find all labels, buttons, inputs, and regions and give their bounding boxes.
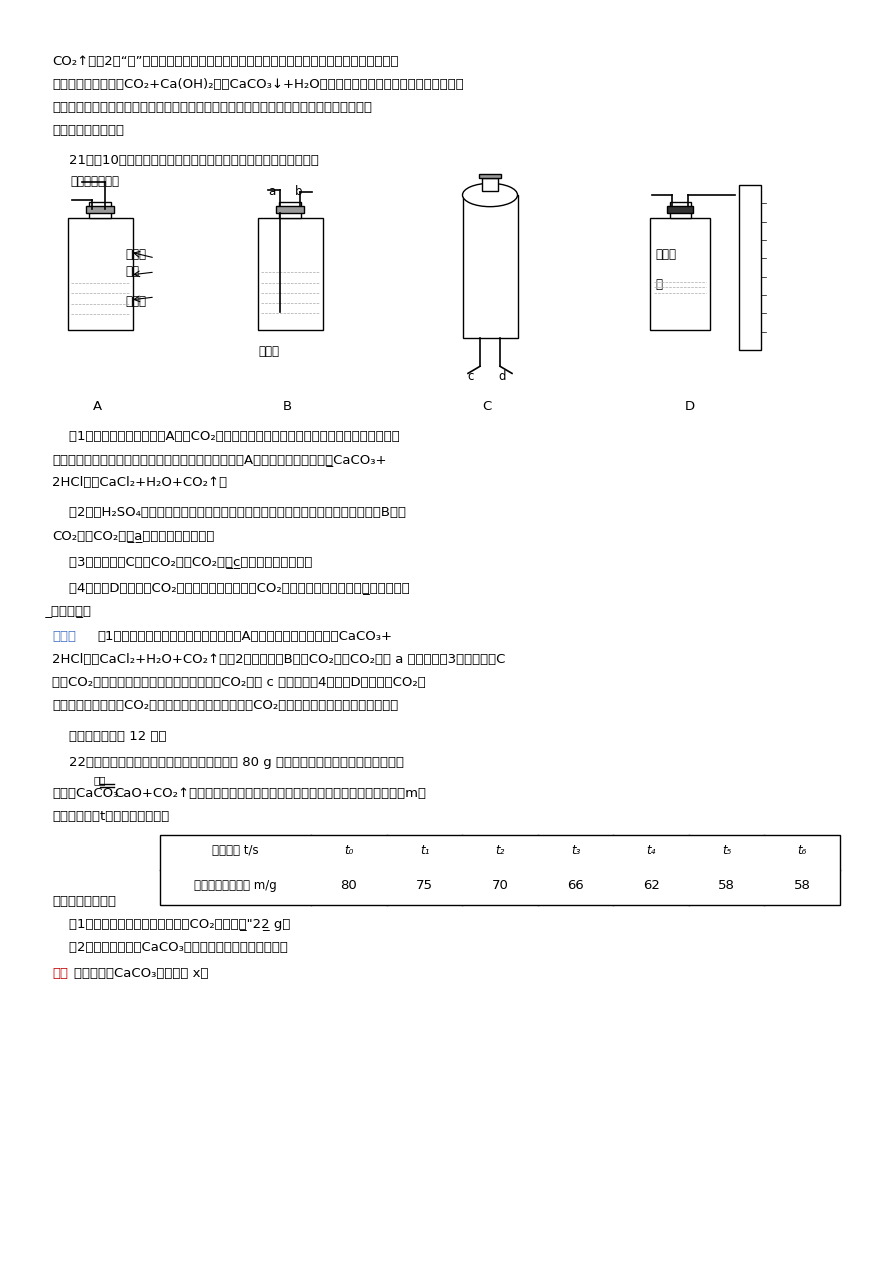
Bar: [68, 218, 133, 329]
Bar: [88, 202, 112, 218]
Bar: [739, 186, 761, 350]
Text: A: A: [93, 400, 102, 413]
Text: 反应后固体的质量 m/g: 反应后固体的质量 m/g: [194, 880, 277, 892]
Bar: [482, 178, 499, 191]
Text: 浓硫酸: 浓硫酸: [258, 345, 279, 358]
Text: 设样品中含CaCO₃的质量为 x。: 设样品中含CaCO₃的质量为 x。: [74, 967, 209, 981]
Text: （3）如用装置C收集CO₂，则CO₂应从̲c̲（填字母）端通入。: （3）如用装置C收集CO₂，则CO₂应从̲c̲（填字母）端通入。: [52, 555, 312, 568]
Text: t₀: t₀: [344, 844, 353, 857]
Text: 58: 58: [718, 880, 735, 892]
Bar: [667, 206, 693, 213]
Text: 收集CO₂，由于二氧化碳的密度比空气大，则CO₂应从 c 端通入。（4）装置D用于通入CO₂将: 收集CO₂，由于二氧化碳的密度比空气大，则CO₂应从 c 端通入。（4）装置D用…: [52, 676, 425, 689]
Text: 料瓶: 料瓶: [125, 265, 139, 278]
Bar: [70, 278, 131, 327]
Bar: [276, 206, 304, 213]
Text: 稀盐酸: 稀盐酸: [125, 295, 146, 308]
Text: 酸使得被紫色石蕊溶液浸湿的纸质小花变成红色；二氧化碳不燃烧，也不支持燃烧，因此能: 酸使得被紫色石蕊溶液浸湿的纸质小花变成红色；二氧化碳不燃烧，也不支持燃烧，因此能: [52, 101, 372, 114]
Text: 解：: 解：: [52, 967, 68, 981]
Text: CO₂↑。（2）“人”字管左端的大理石与稀盐酸反应产生二氧化碳，二氧化碳能使澄清石灰水: CO₂↑。（2）“人”字管左端的大理石与稀盐酸反应产生二氧化碳，二氧化碳能使澄清…: [52, 56, 399, 68]
Text: CaO+CO₂↑，杂质在鍟烧过程中不发生变化），测得反应后固体的质量（m）: CaO+CO₂↑，杂质在鍟烧过程中不发生变化），测得反应后固体的质量（m）: [114, 787, 426, 800]
Bar: [86, 206, 114, 213]
Text: ̲碳溶于水̲。: ̲碳溶于水̲。: [52, 604, 92, 617]
Text: 22．同学们从山上采集到一种石灰石，他们取 80 g 该样品进行鍟烧实验（反应的化学方: 22．同学们从山上采集到一种石灰石，他们取 80 g 该样品进行鍟烧实验（反应的…: [52, 756, 404, 769]
Text: t₆: t₆: [797, 844, 807, 857]
Text: （1）一位同学设计了装置A制取CO₂，该装置能通过上下移动穿过橡胶塞的粗铜丝来控制: （1）一位同学设计了装置A制取CO₂，该装置能通过上下移动穿过橡胶塞的粗铜丝来控…: [52, 430, 400, 443]
Text: （4）装置D用于通入CO₂将水压入量筒中以测量CO₂的体积，植物油的作用是̲防止二氧化: （4）装置D用于通入CO₂将水压入量筒中以测量CO₂的体积，植物油的作用是̲防止…: [52, 581, 409, 594]
Text: 与反应时间（t）的关系如下表：: 与反应时间（t）的关系如下表：: [52, 810, 169, 823]
Bar: [652, 299, 708, 327]
Bar: [278, 202, 301, 218]
Text: （2）求该石灰石中CaCO₃的质量分数，写出计算过程。: （2）求该石灰石中CaCO₃的质量分数，写出计算过程。: [52, 941, 288, 954]
Text: 四、计算题（共 12 分）: 四、计算题（共 12 分）: [52, 729, 167, 743]
Text: 2HCl＝＝CaCl₂+H₂O+CO₂↑。（2）如用装置B干燥CO₂，则CO₂应从 a 端通入。（3）如用装置C: 2HCl＝＝CaCl₂+H₂O+CO₂↑。（2）如用装置B干燥CO₂，则CO₂应…: [52, 652, 506, 666]
Text: （1）大理石碎片应放在有孔塑料瓶中；A中反应的化学方程式为：CaCO₃+: （1）大理石碎片应放在有孔塑料瓶中；A中反应的化学方程式为：CaCO₃+: [97, 630, 392, 644]
Bar: [160, 835, 840, 905]
Text: 反应的发生或停止。大理石碎片应放在有孔塑料瓶中，A中反应的化学方程式为̲CaCO₃+: 反应的发生或停止。大理石碎片应放在有孔塑料瓶中，A中反应的化学方程式为̲CaCO…: [52, 453, 386, 466]
Text: a: a: [268, 186, 276, 198]
Text: 反应时间 t/s: 反应时间 t/s: [212, 844, 259, 857]
Text: 水压入量筒中以测量CO₂的体积，植物油的作用是防止CO₂溶于水，从而使实验结果更精确。: 水压入量筒中以测量CO₂的体积，植物油的作用是防止CO₂溶于水，从而使实验结果更…: [52, 699, 398, 712]
Text: 62: 62: [642, 880, 659, 892]
Text: c: c: [467, 370, 474, 382]
Text: 有孔塑: 有孔塑: [125, 249, 146, 261]
Text: 2HCl＝＝CaCl₂+H₂O+CO₂↑。: 2HCl＝＝CaCl₂+H₂O+CO₂↑。: [52, 476, 227, 488]
Text: 解析：: 解析：: [52, 630, 76, 644]
Text: （2）浓H₂SO₄具有强烈的吸水性，可作为干燥剂除去某些气体中的水分，如用装置B干燥: （2）浓H₂SO₄具有强烈的吸水性，可作为干燥剂除去某些气体中的水分，如用装置B…: [52, 506, 406, 519]
Ellipse shape: [462, 183, 517, 207]
Text: d: d: [498, 370, 506, 382]
Bar: [260, 266, 321, 327]
Bar: [652, 271, 708, 299]
Text: 70: 70: [491, 880, 508, 892]
Text: 变浑浊，反应原理为CO₂+Ca(OH)₂＝＝CaCO₃↓+H₂O；二氧化碳与水反应生成碳酸，生成的碳: 变浑浊，反应原理为CO₂+Ca(OH)₂＝＝CaCO₃↓+H₂O；二氧化碳与水反…: [52, 78, 464, 91]
Text: 请回答下列问题：: 请回答下列问题：: [52, 895, 116, 907]
Text: 75: 75: [416, 880, 433, 892]
Text: t₂: t₂: [495, 844, 505, 857]
Text: 58: 58: [794, 880, 811, 892]
Text: b: b: [295, 186, 302, 198]
Bar: [462, 196, 517, 338]
Text: t₃: t₃: [571, 844, 580, 857]
Text: t₁: t₁: [420, 844, 429, 857]
Text: C: C: [483, 400, 491, 413]
Text: 能移动的粗铜丝: 能移动的粗铜丝: [70, 175, 119, 188]
Text: t₅: t₅: [722, 844, 731, 857]
Text: 21．（10分）同学们利用装修后剩下的大理石碎片进行相关实验。: 21．（10分）同学们利用装修后剩下的大理石碎片进行相关实验。: [52, 154, 318, 167]
Bar: [650, 218, 710, 329]
Text: 程式为CaCO₃: 程式为CaCO₃: [52, 787, 119, 800]
Text: 80: 80: [341, 880, 358, 892]
Text: D: D: [685, 400, 695, 413]
Text: t₄: t₄: [647, 844, 656, 857]
Text: 植物油: 植物油: [655, 249, 676, 261]
Bar: [479, 174, 500, 178]
Text: 高温: 高温: [94, 775, 106, 785]
Bar: [670, 202, 690, 218]
Text: 水: 水: [655, 278, 662, 292]
Text: B: B: [283, 400, 292, 413]
Text: （1）当石灰石完全反应后，生成CO₂的质量为̲̲"22̲̲ g。: （1）当石灰石完全反应后，生成CO₂的质量为̲̲"22̲̲ g。: [52, 917, 291, 931]
Text: 使燃着的木条燄灯。: 使燃着的木条燄灯。: [52, 124, 124, 138]
Text: CO₂，则CO₂应从̲a̲（填字母）端通入。: CO₂，则CO₂应从̲a̲（填字母）端通入。: [52, 529, 214, 541]
Bar: [258, 218, 323, 329]
Text: 66: 66: [567, 880, 584, 892]
